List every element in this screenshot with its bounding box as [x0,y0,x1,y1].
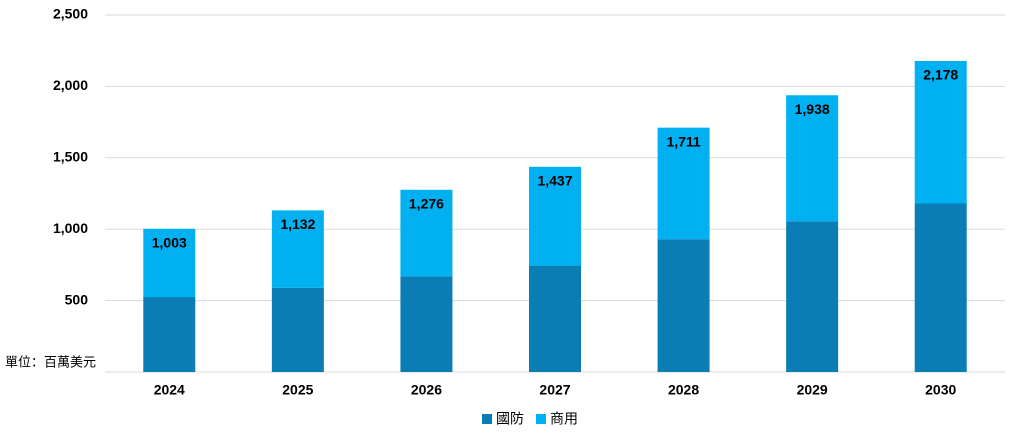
total-label: 1,276 [409,195,444,211]
y-tick-label: 2,000 [53,77,88,93]
x-tick-label: 2028 [668,382,699,398]
bar-segment [657,239,710,372]
total-label: 1,437 [537,172,572,188]
x-tick-label: 2029 [797,382,828,398]
legend-label: 國防 [496,411,524,427]
x-tick-label: 2025 [282,382,313,398]
bar-segment [143,228,196,298]
bar-segment [400,276,453,372]
bar-segment [657,127,710,240]
legend-label: 商用 [550,411,578,427]
y-tick-label: 1,500 [53,149,88,165]
y-tick-label: 500 [65,291,89,307]
total-label: 1,938 [795,101,830,117]
x-tick-label: 2027 [539,382,570,398]
bar-segment [529,166,581,266]
bar-segment [143,297,196,372]
bar-segment [914,203,967,372]
legend-swatch [482,414,492,424]
total-label: 1,132 [280,216,315,232]
x-tick-label: 2030 [925,382,956,398]
bar-segment [786,95,839,222]
x-tick-label: 2026 [411,382,442,398]
bar-segment [914,60,967,204]
bar-segment [271,287,324,372]
y-tick-label: 1,000 [53,220,88,236]
bar-segment [786,221,839,372]
x-tick-label: 2024 [154,382,185,398]
bar-segment [529,265,581,372]
bar-segment [400,189,453,277]
bar-segment [271,210,324,288]
total-label: 1,003 [152,234,187,250]
y-tick-label: 2,500 [53,6,88,22]
unit-label: 單位：百萬美元 [5,354,96,369]
total-label: 2,178 [923,67,958,83]
legend-swatch [536,414,546,424]
total-label: 1,711 [666,133,700,149]
